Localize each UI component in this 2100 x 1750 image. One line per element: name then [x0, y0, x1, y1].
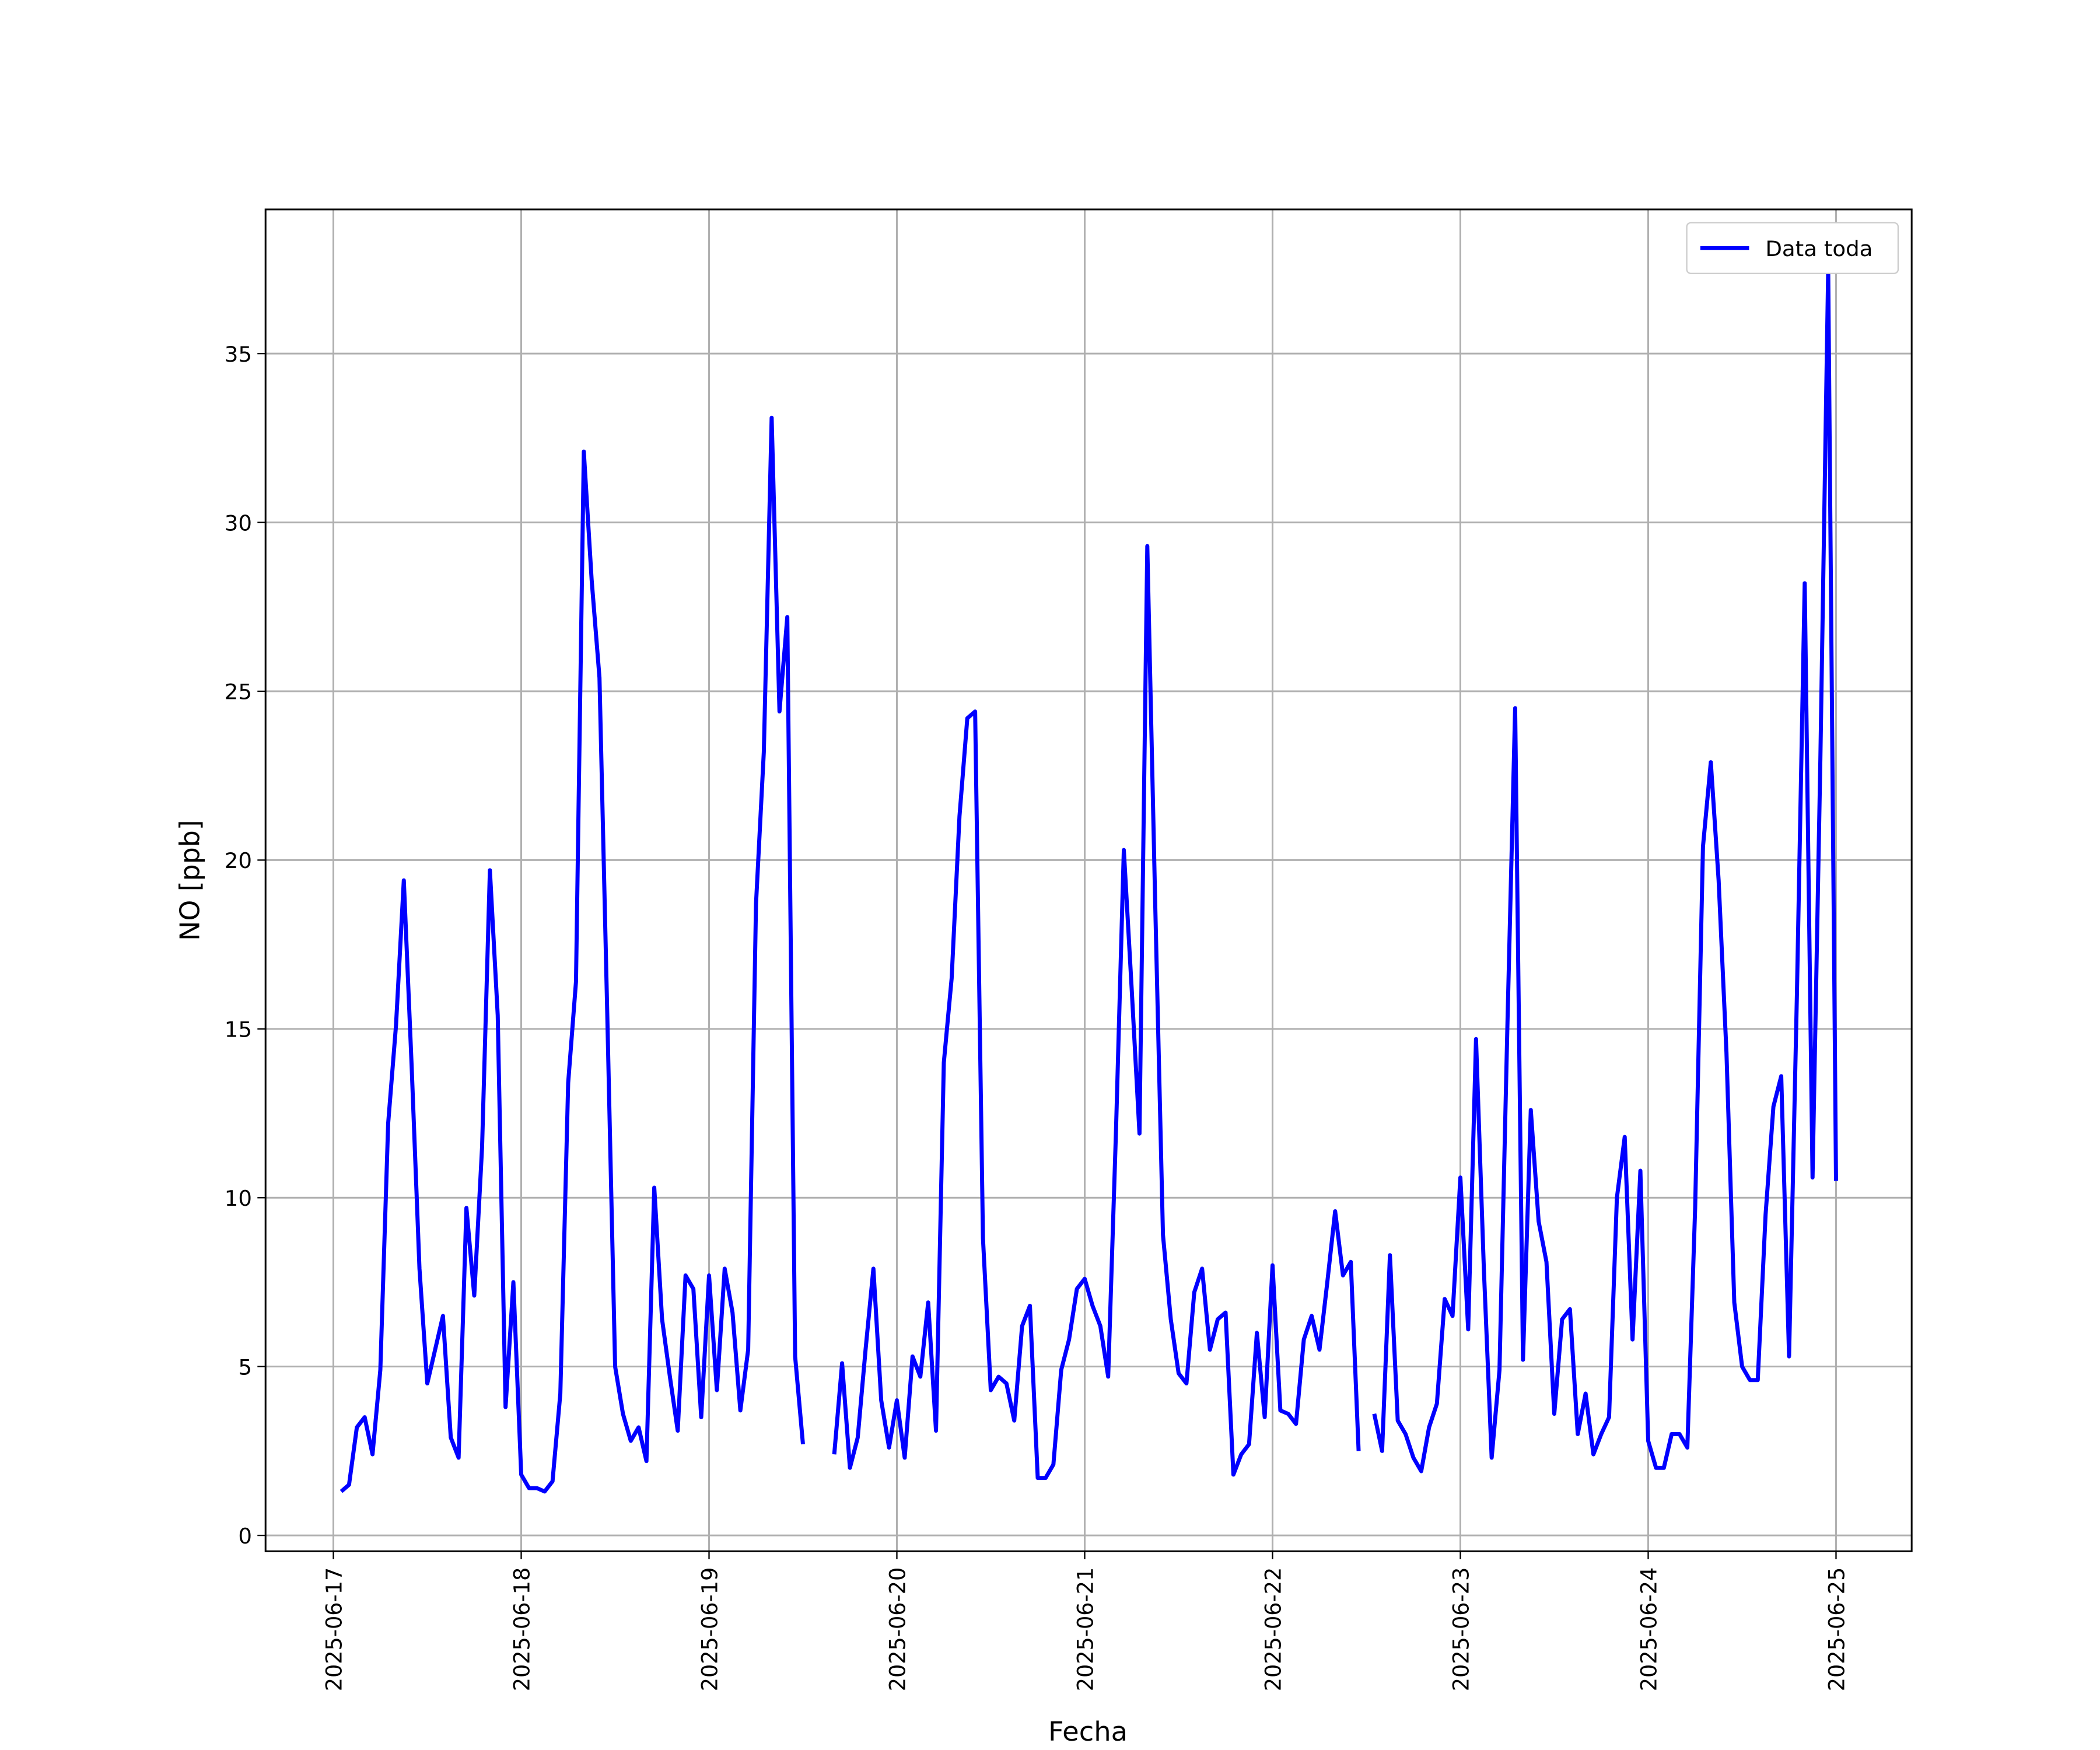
x-tick-label: 2025-06-21: [1073, 1567, 1098, 1692]
y-tick-label: 0: [238, 1524, 252, 1549]
x-tick-label: 2025-06-23: [1448, 1567, 1474, 1692]
x-tick-label: 2025-06-19: [697, 1567, 722, 1692]
y-tick-label: 30: [225, 511, 252, 536]
data-line: [340, 267, 1838, 1494]
y-tick-label: 35: [225, 342, 252, 367]
legend: Data toda: [1686, 222, 1899, 274]
legend-box: [1686, 222, 1899, 274]
x-tick-label: 2025-06-20: [885, 1567, 910, 1692]
x-tick-label: 2025-06-22: [1261, 1567, 1286, 1692]
y-axis-label: NO [ppb]: [174, 820, 205, 940]
legend-label: Data toda: [1765, 236, 1873, 261]
x-tick-label: 2025-06-24: [1636, 1567, 1661, 1692]
y-tick-label: 5: [238, 1355, 252, 1380]
x-tick-label: 2025-06-25: [1824, 1567, 1849, 1692]
x-tick-label: 2025-06-18: [509, 1567, 534, 1692]
x-tick-label: 2025-06-17: [321, 1567, 346, 1692]
x-axis-label: Fecha: [1048, 1716, 1128, 1747]
plot-frame: [264, 208, 1913, 1552]
y-tick-label: 15: [225, 1017, 252, 1042]
y-tick-label: 20: [225, 848, 252, 873]
y-tick-label: 25: [225, 680, 252, 705]
y-tick-label: 10: [225, 1186, 252, 1211]
